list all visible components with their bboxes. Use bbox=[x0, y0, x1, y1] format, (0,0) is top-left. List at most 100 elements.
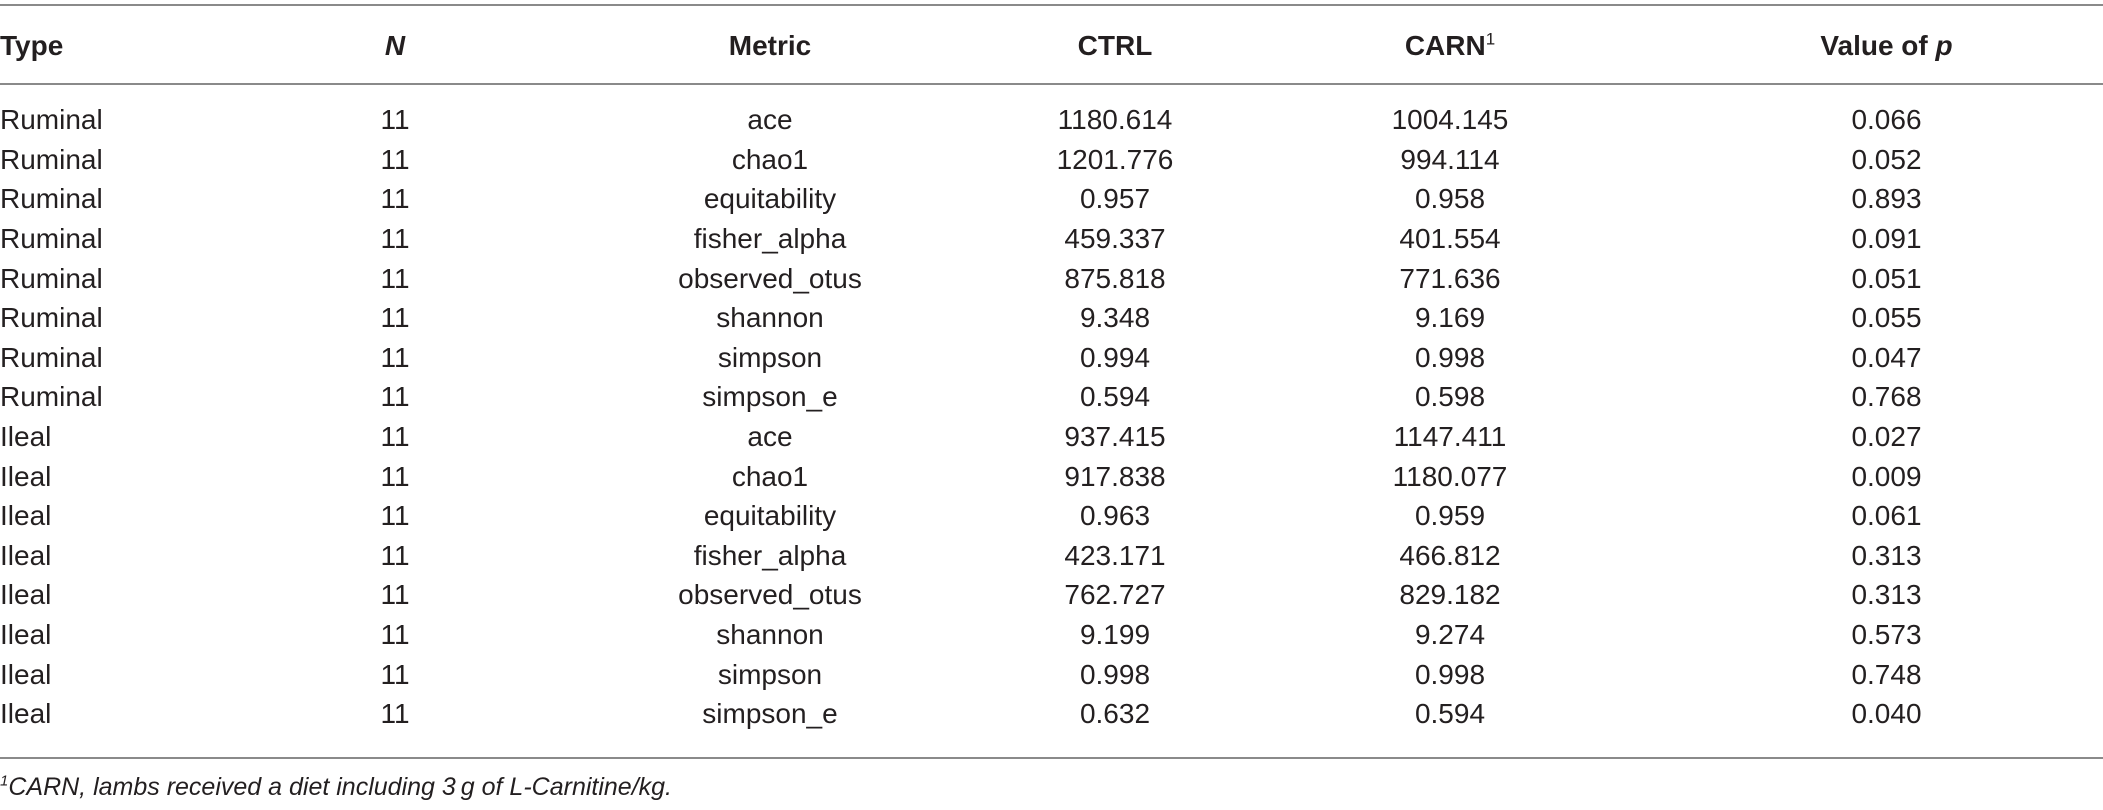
table-row: Ruminal 11 ace 1180.614 1004.145 0.066 bbox=[0, 100, 2103, 140]
cell-carn: 0.959 bbox=[1414, 500, 1486, 532]
table-row: Ileal 11 chao1 917.838 1180.077 0.009 bbox=[0, 456, 2103, 496]
cell-pvalue: 0.893 bbox=[1851, 183, 1922, 215]
header-pvalue-p: p bbox=[1935, 30, 1953, 61]
cell-metric: observed_otus bbox=[678, 579, 862, 611]
table-row: Ileal 11 observed_otus 762.727 829.182 0.313 bbox=[0, 575, 2103, 615]
cell-metric: equitability bbox=[703, 183, 837, 215]
header-carn-label: CARN bbox=[1404, 30, 1486, 61]
cell-pvalue: 0.052 bbox=[1851, 143, 1922, 175]
table-spacer bbox=[0, 86, 2103, 100]
cell-ctrl: 0.998 bbox=[1079, 658, 1151, 690]
cell-n: 11 bbox=[380, 302, 410, 334]
cell-n: 11 bbox=[380, 500, 410, 532]
header-rule bbox=[0, 83, 2103, 85]
cell-metric: observed_otus bbox=[678, 262, 862, 294]
cell-type: Ruminal bbox=[0, 302, 103, 334]
cell-type: Ruminal bbox=[0, 262, 103, 294]
cell-type: Ruminal bbox=[0, 381, 103, 413]
cell-ctrl: 9.348 bbox=[1079, 302, 1151, 334]
table-row: Ileal 11 simpson_e 0.632 0.594 0.040 bbox=[0, 694, 2103, 734]
data-table: Type N Metric CTRL CARN1 Value of p Rumi… bbox=[0, 0, 2103, 734]
cell-carn: 466.812 bbox=[1399, 539, 1501, 571]
cell-pvalue: 0.055 bbox=[1851, 302, 1922, 334]
cell-carn: 771.636 bbox=[1399, 262, 1501, 294]
cell-type: Ileal bbox=[0, 658, 52, 690]
cell-ctrl: 0.594 bbox=[1079, 381, 1151, 413]
cell-n: 11 bbox=[380, 579, 410, 611]
cell-type: Ileal bbox=[0, 421, 52, 453]
cell-metric: chao1 bbox=[731, 460, 809, 492]
cell-metric: simpson bbox=[717, 658, 823, 690]
cell-type: Ruminal bbox=[0, 183, 103, 215]
cell-metric: simpson_e bbox=[702, 381, 838, 413]
cell-n: 11 bbox=[380, 381, 410, 413]
cell-type: Ileal bbox=[0, 500, 52, 532]
cell-ctrl: 423.171 bbox=[1064, 539, 1166, 571]
cell-type: Ileal bbox=[0, 539, 52, 571]
top-rule bbox=[0, 4, 2103, 6]
table-row: Ileal 11 simpson 0.998 0.998 0.748 bbox=[0, 654, 2103, 694]
cell-ctrl: 762.727 bbox=[1064, 579, 1166, 611]
cell-n: 11 bbox=[380, 183, 410, 215]
cell-n: 11 bbox=[380, 698, 410, 730]
header-type: Type bbox=[0, 30, 64, 61]
cell-n: 11 bbox=[380, 619, 410, 651]
cell-metric: shannon bbox=[716, 619, 824, 651]
cell-pvalue: 0.061 bbox=[1851, 500, 1922, 532]
cell-type: Ruminal bbox=[0, 341, 103, 373]
cell-n: 11 bbox=[380, 262, 410, 294]
table-row: Ruminal 11 shannon 9.348 9.169 0.055 bbox=[0, 298, 2103, 338]
cell-n: 11 bbox=[380, 223, 410, 255]
cell-carn: 9.169 bbox=[1414, 302, 1486, 334]
cell-carn: 0.598 bbox=[1414, 381, 1486, 413]
cell-metric: ace bbox=[747, 104, 793, 136]
cell-n: 11 bbox=[380, 341, 410, 373]
cell-type: Ileal bbox=[0, 698, 52, 730]
cell-ctrl: 917.838 bbox=[1064, 460, 1166, 492]
cell-n: 11 bbox=[380, 539, 410, 571]
footnote-text: CARN, lambs received a diet including 3 … bbox=[8, 773, 673, 801]
cell-carn: 1004.145 bbox=[1391, 104, 1509, 136]
cell-ctrl: 937.415 bbox=[1064, 421, 1166, 453]
cell-carn: 1147.411 bbox=[1393, 421, 1507, 453]
header-pvalue: Value of p bbox=[1670, 0, 2103, 86]
cell-type: Ileal bbox=[0, 619, 52, 651]
table-row: Ileal 11 equitability 0.963 0.959 0.061 bbox=[0, 496, 2103, 536]
cell-n: 11 bbox=[380, 104, 410, 136]
cell-carn: 9.274 bbox=[1414, 619, 1486, 651]
cell-metric: shannon bbox=[716, 302, 824, 334]
cell-metric: fisher_alpha bbox=[693, 539, 847, 571]
cell-carn: 994.114 bbox=[1400, 143, 1500, 175]
cell-n: 11 bbox=[380, 460, 410, 492]
cell-pvalue: 0.009 bbox=[1851, 460, 1922, 492]
header-ctrl: CTRL bbox=[1077, 30, 1153, 61]
cell-n: 11 bbox=[380, 421, 410, 453]
cell-type: Ileal bbox=[0, 579, 52, 611]
cell-metric: ace bbox=[747, 421, 793, 453]
cell-pvalue: 0.313 bbox=[1851, 539, 1922, 571]
cell-type: Ruminal bbox=[0, 143, 103, 175]
cell-pvalue: 0.066 bbox=[1851, 104, 1922, 136]
cell-metric: fisher_alpha bbox=[693, 223, 847, 255]
cell-carn: 829.182 bbox=[1399, 579, 1501, 611]
cell-n: 11 bbox=[380, 658, 410, 690]
header-n: N bbox=[384, 30, 406, 61]
table-row: Ruminal 11 observed_otus 875.818 771.636 0.05… bbox=[0, 258, 2103, 298]
table-row: Ileal 11 ace 937.415 1147.411 0.027 bbox=[0, 417, 2103, 457]
table-row: Ruminal 11 simpson_e 0.594 0.598 0.768 bbox=[0, 377, 2103, 417]
cell-type: Ruminal bbox=[0, 104, 103, 136]
cell-carn: 401.554 bbox=[1399, 223, 1501, 255]
table-row: Ruminal 11 fisher_alpha 459.337 401.554 0.091 bbox=[0, 219, 2103, 259]
cell-pvalue: 0.051 bbox=[1851, 262, 1922, 294]
header-row: Type N Metric CTRL CARN1 Value of p bbox=[0, 0, 2103, 86]
cell-ctrl: 0.957 bbox=[1079, 183, 1151, 215]
header-carn: CARN1 bbox=[1230, 0, 1670, 86]
table-row: Ileal 11 shannon 9.199 9.274 0.573 bbox=[0, 615, 2103, 655]
cell-type: Ruminal bbox=[0, 223, 103, 255]
cell-ctrl: 9.199 bbox=[1079, 619, 1151, 651]
cell-carn: 0.594 bbox=[1414, 698, 1486, 730]
bottom-rule bbox=[0, 757, 2103, 759]
cell-pvalue: 0.027 bbox=[1851, 421, 1922, 453]
cell-pvalue: 0.768 bbox=[1851, 381, 1922, 413]
